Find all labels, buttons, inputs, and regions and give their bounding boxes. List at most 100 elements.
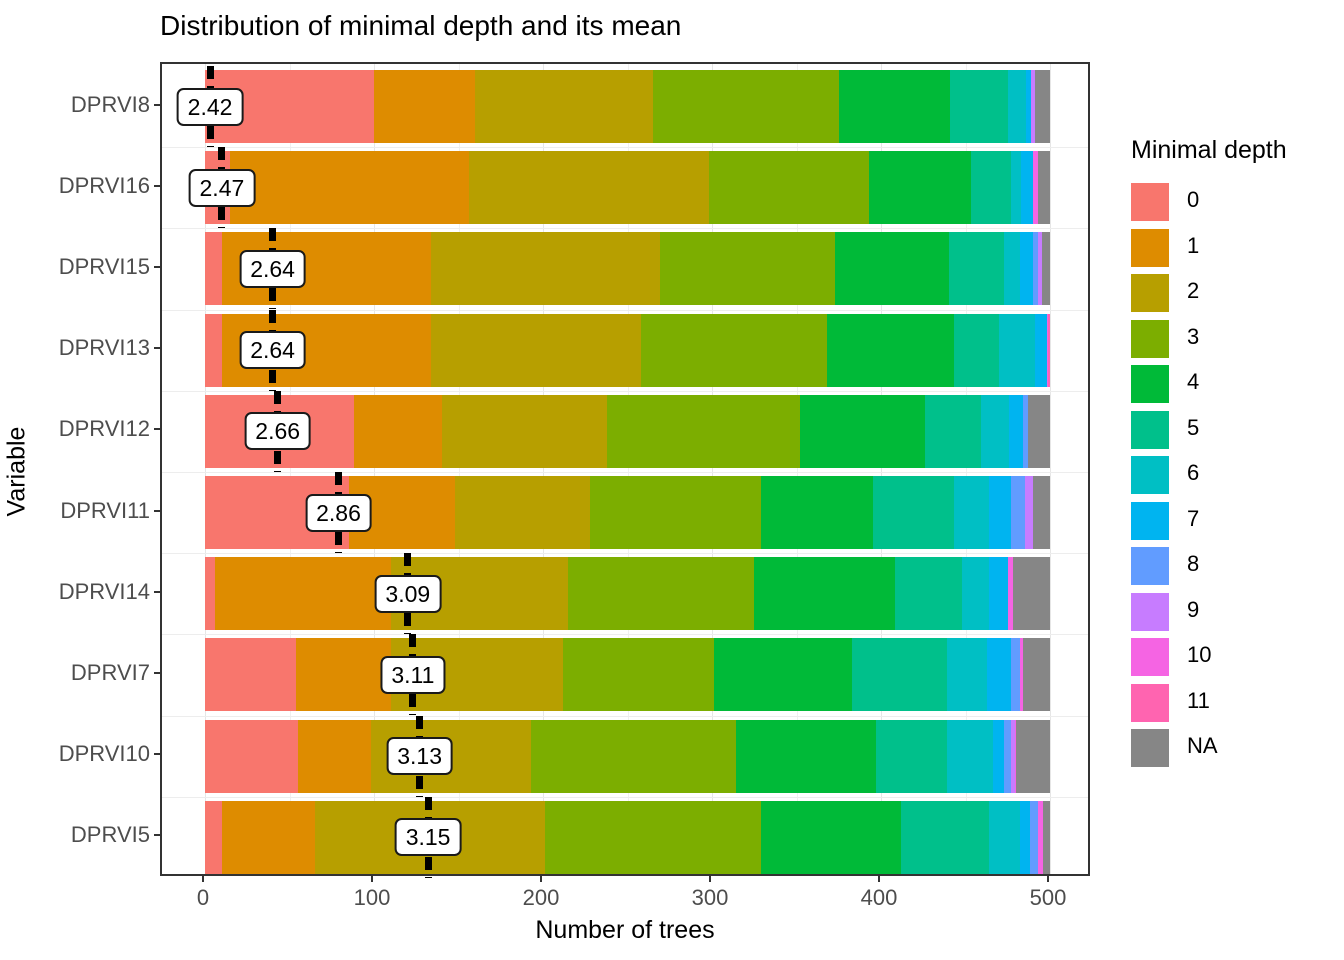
segment-depth-8 [1033, 232, 1039, 306]
gridline-minor-350 [796, 64, 798, 874]
segment-depth-1 [221, 800, 315, 874]
segment-depth-7 [1019, 232, 1034, 306]
segment-depth-11 [1048, 313, 1050, 387]
legend-key-5: 5 [1131, 410, 1311, 449]
segment-depth-0 [205, 719, 298, 793]
y-tick-DPRVI14 [154, 590, 160, 593]
segment-depth-8 [1011, 476, 1025, 549]
y-axis-title: Variable [2, 426, 31, 517]
segment-depth-3 [544, 800, 761, 874]
segment-depth-2 [475, 70, 653, 143]
gridline-minor-150 [458, 64, 460, 874]
legend-swatch-8 [1131, 547, 1169, 585]
segment-depth-7 [1021, 151, 1034, 225]
gridline-row-gap-3 [162, 309, 1088, 311]
legend-key-NA: NA [1131, 729, 1311, 767]
y-label-DPRVI16: DPRVI16 [58, 172, 150, 198]
legend-key-7: 7 [1131, 501, 1311, 540]
segment-depth-NA [1012, 557, 1050, 631]
segment-depth-5 [950, 70, 1008, 143]
legend-key-10: 10 [1131, 638, 1311, 676]
gridline-minor-450 [965, 64, 967, 874]
y-label-DPRVI15: DPRVI15 [58, 253, 150, 279]
segment-depth-4 [761, 476, 873, 549]
legend-key-3: 3 [1131, 319, 1311, 358]
legend-label-2: 2 [1187, 278, 1200, 303]
segment-depth-4 [869, 151, 971, 225]
segment-depth-6 [946, 719, 993, 793]
y-label-DPRVI14: DPRVI14 [58, 578, 150, 604]
gridline-major-500 [1050, 64, 1051, 874]
segment-depth-3 [563, 638, 714, 712]
bar-row-DPRVI13: 2.64 [162, 309, 1092, 391]
gridline-major-300 [712, 64, 713, 874]
legend-swatch-7 [1131, 501, 1169, 540]
legend-swatch-10 [1131, 638, 1169, 676]
segment-depth-8 [1011, 638, 1020, 712]
segment-depth-4 [835, 232, 949, 306]
x-tick-label-200: 200 [522, 885, 560, 910]
segment-depth-7 [1026, 70, 1032, 143]
x-tick-label-300: 300 [691, 885, 729, 910]
legend-key-6: 6 [1131, 456, 1311, 494]
segment-depth-NA [1016, 719, 1050, 793]
segment-depth-7 [989, 557, 1008, 631]
segment-depth-7 [1034, 313, 1047, 387]
y-tick-DPRVI7 [154, 671, 160, 674]
segment-depth-NA [1028, 394, 1050, 468]
segment-depth-7 [992, 719, 1005, 793]
segment-depth-7 [989, 476, 1012, 549]
segment-depth-1 [297, 719, 371, 793]
legend-label-7: 7 [1187, 505, 1200, 531]
segment-depth-6 [980, 394, 1010, 468]
segment-depth-7 [987, 638, 1012, 712]
segment-depth-2 [431, 313, 641, 387]
segment-depth-1 [353, 394, 442, 468]
legend-swatch-1 [1131, 228, 1169, 267]
y-tick-DPRVI11 [154, 509, 160, 512]
segment-depth-3 [652, 70, 839, 143]
segment-depth-4 [799, 394, 925, 468]
y-label-DPRVI7: DPRVI7 [70, 659, 150, 685]
plot-panel: 2.42 2.47 2.64 2.64 2.66 2.86 3.09 3.11 3.13 3.15 [160, 62, 1092, 878]
segment-depth-5 [953, 313, 1000, 387]
legend-swatch-NA [1131, 729, 1169, 767]
gridline-row-gap-7 [162, 634, 1088, 636]
legend-key-0: 0 [1131, 183, 1311, 221]
y-label-DPRVI13: DPRVI13 [58, 335, 150, 361]
gridline-major-0 [205, 64, 206, 874]
segment-depth-5 [894, 557, 963, 631]
bar-row-DPRVI12: 2.66 [162, 390, 1092, 472]
segment-depth-9 [1024, 476, 1034, 549]
gridline-row-gap-8 [162, 715, 1088, 717]
bar-row-DPRVI10: 3.13 [162, 715, 1092, 797]
segment-depth-9 [1031, 70, 1035, 143]
gridline-row-gap-1 [162, 147, 1088, 149]
gridline-major-200 [543, 64, 544, 874]
chart-title: Distribution of minimal depth and its me… [160, 10, 682, 41]
segment-depth-NA [1043, 800, 1050, 874]
legend-label-9: 9 [1187, 596, 1200, 622]
x-tick-label-400: 400 [860, 885, 898, 910]
mean-depth-label: 2.47 [188, 168, 256, 207]
legend-swatch-4 [1131, 365, 1169, 403]
segment-depth-5 [875, 719, 947, 793]
legend-title: Minimal depth [1131, 136, 1287, 164]
legend-label-11: 11 [1187, 687, 1210, 713]
legend-key-8: 8 [1131, 547, 1311, 585]
segment-depth-5 [924, 394, 981, 468]
x-tick-0 [202, 876, 204, 882]
segment-depth-0 [205, 557, 216, 631]
x-axis-title: Number of trees [535, 916, 715, 944]
x-tick-label-100: 100 [353, 885, 391, 910]
y-label-DPRVI8: DPRVI8 [70, 91, 150, 117]
y-tick-DPRVI8 [154, 103, 160, 106]
legend-label-3: 3 [1187, 323, 1200, 349]
legend-key-1: 1 [1131, 228, 1311, 267]
segment-depth-1 [215, 557, 391, 631]
segment-depth-3 [659, 232, 836, 306]
y-tick-DPRVI13 [154, 347, 160, 350]
segment-depth-6 [962, 557, 990, 631]
segment-depth-5 [970, 151, 1012, 225]
segment-depth-5 [901, 800, 990, 874]
